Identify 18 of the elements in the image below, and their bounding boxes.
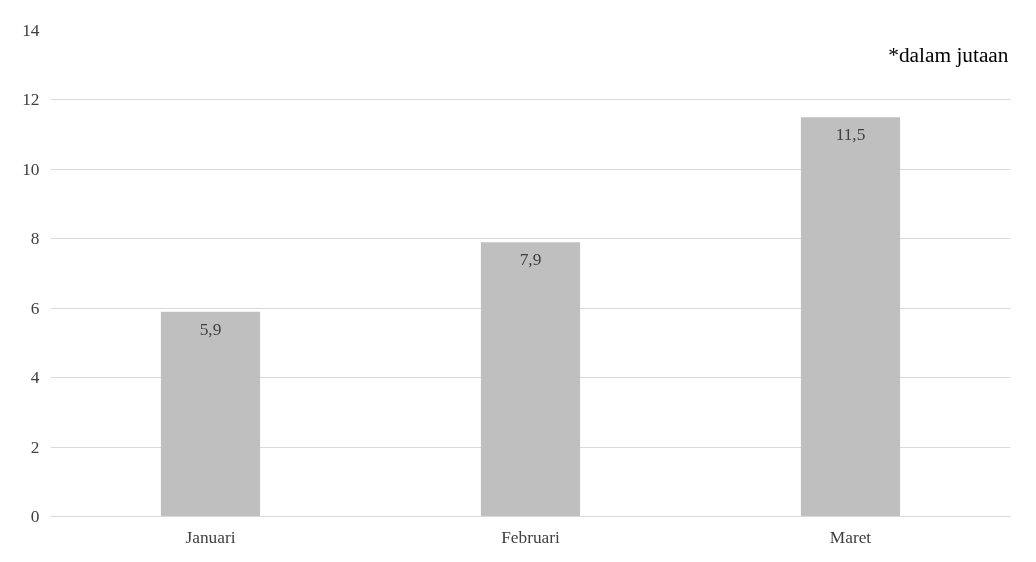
data-label: 7,9 (519, 250, 542, 270)
bar (160, 311, 261, 517)
data-label: 5,9 (199, 319, 222, 339)
data-label: 11,5 (835, 125, 866, 145)
y-tick-label: 6 (30, 298, 40, 318)
y-tick-label: 4 (30, 368, 40, 388)
y-tick-label: 10 (22, 159, 40, 179)
y-tick-label: 2 (30, 437, 40, 457)
y-tick-label: 12 (22, 90, 40, 110)
x-tick-label: Februari (501, 527, 561, 547)
bar (800, 117, 901, 517)
y-tick-label: 14 (22, 21, 40, 40)
x-tick-label: Maret (829, 527, 872, 547)
y-tick-label: 8 (30, 229, 40, 249)
bar (480, 242, 581, 517)
annotation: *dalam jutaan (888, 42, 1009, 67)
x-tick-label: Januari (185, 527, 236, 547)
y-tick-label: 0 (30, 507, 40, 526)
